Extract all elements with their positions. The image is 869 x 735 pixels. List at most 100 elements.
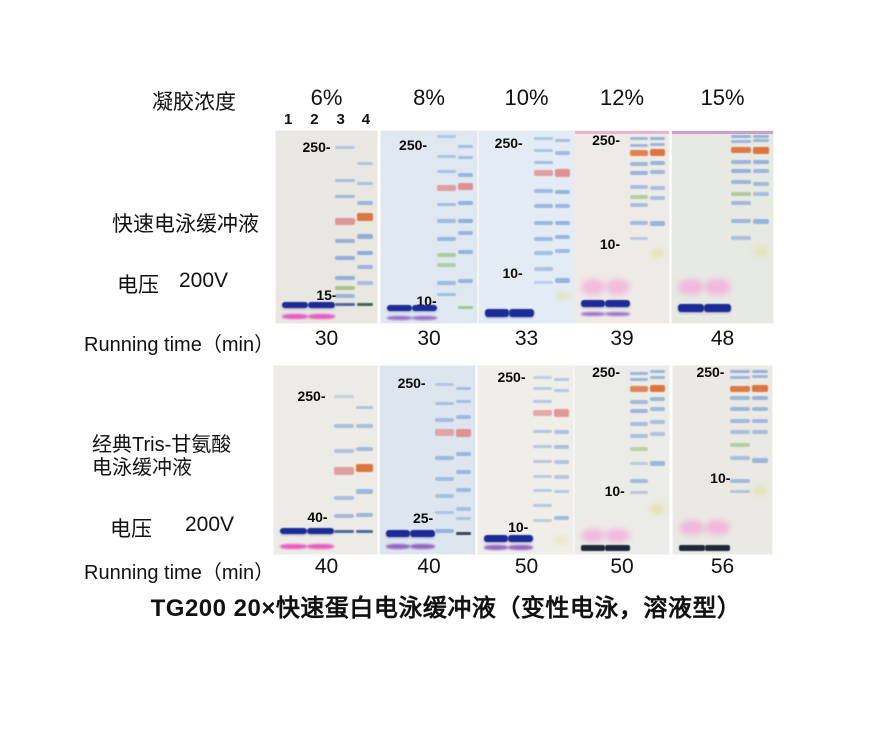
- marker-label: 15-: [316, 287, 337, 304]
- gel-band: [555, 292, 571, 301]
- gel-band: [334, 303, 355, 307]
- gel-band: [555, 190, 571, 195]
- gel-band: [650, 503, 666, 514]
- gel-band: [334, 255, 355, 260]
- gel-band: [334, 194, 355, 198]
- gel-band: [436, 155, 456, 159]
- gel-band: [456, 488, 472, 493]
- gel-band: [435, 529, 455, 534]
- gel-band: [334, 239, 355, 244]
- gel-band: [752, 192, 769, 197]
- gel-band: [554, 490, 570, 494]
- gel-panel-8%-row2: 250- 25-: [380, 366, 475, 554]
- marker-label: 250-: [497, 369, 526, 386]
- gel-band: [436, 280, 456, 285]
- concentration-value: 12%: [599, 85, 645, 110]
- gel-band: [554, 474, 570, 479]
- gel-band: [456, 452, 472, 457]
- gel-band: [629, 385, 649, 392]
- running-time-value: 33: [514, 327, 539, 350]
- gel-band: [356, 280, 373, 285]
- gel-band: [730, 418, 751, 423]
- running-time-value: 40: [314, 555, 339, 578]
- gel-band: [333, 514, 355, 519]
- gel-band: [356, 182, 373, 186]
- gel-band: [554, 377, 570, 381]
- gel-band: [629, 137, 649, 141]
- gel-band: [534, 161, 554, 165]
- gel-band: [704, 303, 731, 312]
- gel-band: [554, 516, 570, 521]
- running-time-value: 39: [610, 327, 634, 350]
- gel-band: [457, 201, 474, 205]
- gel-band: [386, 304, 412, 311]
- gel-band: [456, 516, 472, 520]
- gel-band: [533, 410, 553, 416]
- gel-band: [435, 511, 455, 515]
- gel-band: [308, 301, 335, 308]
- gel-band: [629, 422, 649, 427]
- gel-panel-12%-row2: 250- 10-: [575, 364, 669, 554]
- gel-band: [730, 179, 751, 184]
- gel-band: [629, 372, 649, 376]
- gel-dye-front-line: [672, 131, 773, 134]
- gel-band: [436, 252, 456, 257]
- gel-band: [356, 234, 373, 240]
- gel-band: [678, 545, 705, 552]
- marker-label: 250-: [397, 374, 426, 391]
- running-time-value: 48: [710, 327, 735, 350]
- gel-band: [730, 370, 751, 374]
- gel-band: [650, 370, 666, 374]
- gel-band: [555, 151, 571, 156]
- gel-band: [752, 407, 769, 412]
- gel-band: [752, 247, 769, 257]
- marker-label: 10-: [508, 518, 529, 535]
- marker-label: 250-: [696, 363, 725, 380]
- gel-panel-15%-row2: 250- 10-: [673, 363, 772, 554]
- gel-band: [580, 312, 606, 317]
- gel-band: [730, 135, 751, 139]
- gel-band: [356, 489, 373, 495]
- gel-band: [356, 303, 373, 307]
- gel-band: [534, 250, 554, 255]
- gel-band: [752, 374, 769, 378]
- gel-band: [605, 528, 630, 542]
- running-time-value: 50: [610, 555, 634, 578]
- gel-band: [605, 545, 630, 552]
- gel-band: [650, 396, 666, 401]
- gel-band: [730, 478, 751, 483]
- gel-concentration-label: 凝胶浓度: [152, 91, 236, 114]
- gel-band: [333, 424, 355, 429]
- gel-band: [356, 405, 373, 409]
- marker-label: 25-: [412, 510, 434, 527]
- gel-band: [629, 409, 649, 414]
- marker-label: 250-: [302, 139, 331, 156]
- gel-band: [280, 528, 307, 535]
- gel-band: [730, 192, 751, 197]
- gel-band: [629, 446, 649, 451]
- gel-band: [280, 543, 307, 549]
- gel-band: [435, 476, 455, 481]
- gel-band: [730, 140, 751, 144]
- gel-band: [650, 160, 666, 165]
- gel-band: [385, 543, 411, 549]
- gel-band: [752, 370, 769, 374]
- gel-band: [752, 418, 769, 423]
- gel-panel-12%-row1: 250- 10-: [575, 131, 669, 323]
- gel-band: [650, 407, 666, 412]
- running-time-value: 40: [417, 555, 441, 578]
- marker-label: 10-: [710, 469, 731, 486]
- gel-band: [730, 395, 751, 400]
- gel-band: [356, 265, 373, 270]
- gel-band: [650, 385, 666, 393]
- concentration-value: 6%: [310, 85, 343, 110]
- gel-band: [333, 529, 355, 533]
- gel-band: [410, 529, 436, 537]
- gel-band: [356, 213, 373, 222]
- marker-label: 10-: [604, 483, 625, 500]
- marker-label: 250-: [494, 135, 523, 152]
- gel-band: [555, 234, 571, 239]
- gel-band: [356, 513, 373, 518]
- gel-band: [605, 278, 630, 295]
- gel-band: [386, 316, 412, 321]
